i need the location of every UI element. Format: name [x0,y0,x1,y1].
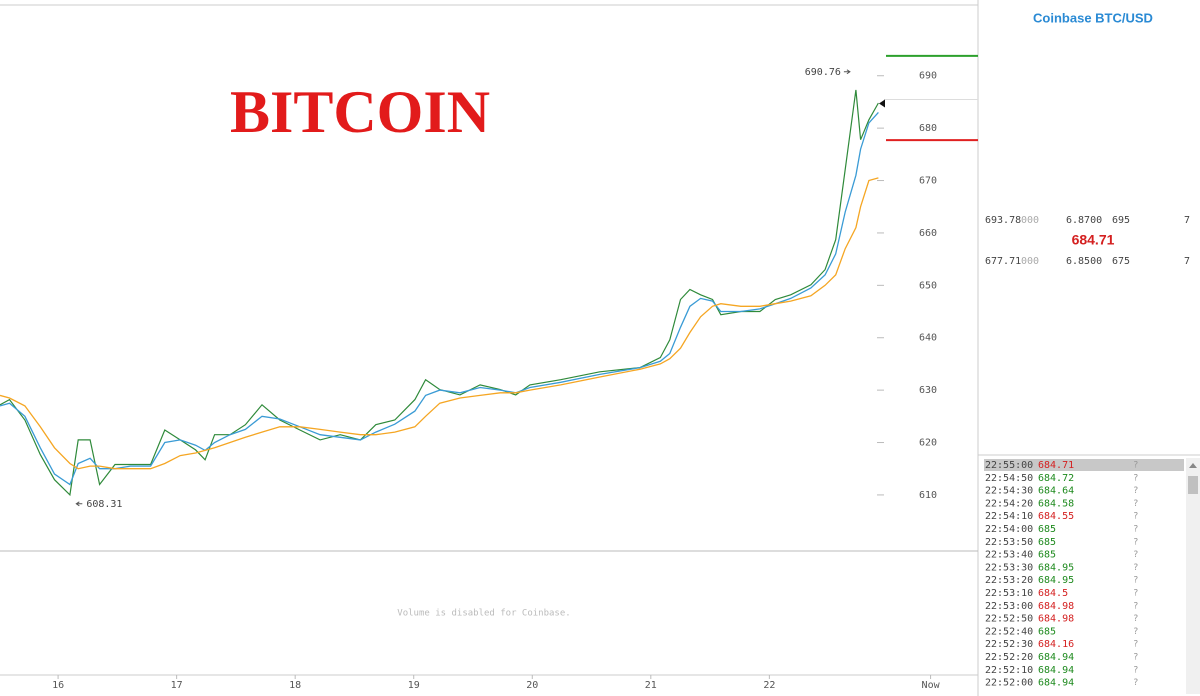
trade-time: 22:52:40 [985,626,1033,637]
trade-price: 684.95 [1038,575,1074,586]
trade-price: 684.58 [1038,498,1074,509]
x-tick-label: 16 [52,680,64,691]
y-tick-label: 620 [919,438,937,449]
trade-flag: ? [1133,473,1138,483]
book-amount: 6.8500 [1066,256,1102,267]
trade-price: 684.98 [1038,614,1074,625]
y-tick-label: 660 [919,228,937,239]
annotation-label: 690.76 [805,67,841,78]
trade-flag: ? [1133,627,1138,637]
trade-flag: ? [1133,563,1138,573]
trade-flag: ? [1133,653,1138,663]
book-amount: 6.8700 [1066,215,1102,226]
book-total: 675 [1112,256,1130,267]
trade-flag: ? [1133,589,1138,599]
trade-price: 684.55 [1038,511,1074,522]
book-total: 695 [1112,215,1130,226]
market-title: Coinbase BTC/USD [1033,10,1153,25]
trade-price: 684.71 [1038,460,1074,471]
trade-time: 22:54:20 [985,498,1033,509]
trade-time: 22:54:00 [985,524,1033,535]
x-tick-label: Now [922,680,941,691]
last-price-marker [879,99,885,108]
book-count: 7 [1184,256,1190,267]
trade-price: 685 [1038,537,1056,548]
trade-time: 22:54:50 [985,473,1033,484]
trade-flag: ? [1133,537,1138,547]
scroll-up-arrow[interactable] [1189,463,1197,468]
trade-time: 22:53:00 [985,601,1033,612]
y-tick-label: 690 [919,71,937,82]
annotation-label: 608.31 [86,499,122,510]
trade-flag: ? [1133,461,1138,471]
trade-time: 22:52:10 [985,665,1033,676]
x-tick-label: 17 [171,680,183,691]
trade-time: 22:52:30 [985,639,1033,650]
trade-time: 22:53:30 [985,562,1033,573]
trade-flag: ? [1133,512,1138,522]
book-price: 677.71 [985,256,1021,267]
trade-price: 684.98 [1038,601,1074,612]
x-tick-label: 19 [408,680,420,691]
trade-price: 684.94 [1038,652,1074,663]
trade-time: 22:53:20 [985,575,1033,586]
trade-time: 22:53:50 [985,537,1033,548]
trade-flag: ? [1133,486,1138,496]
moving-average [0,111,879,486]
x-tick-label: 18 [289,680,301,691]
selected-trade-row [984,459,1184,471]
trade-price: 684.95 [1038,562,1074,573]
scrollbar-thumb[interactable] [1188,476,1198,494]
trade-flag: ? [1133,499,1138,509]
trade-time: 22:53:10 [985,588,1033,599]
trade-price: 684.64 [1038,486,1074,497]
y-tick-label: 640 [919,333,937,344]
x-tick-label: 20 [526,680,538,691]
trade-time: 22:52:00 [985,678,1033,689]
trade-time: 22:54:30 [985,486,1033,497]
trade-flag: ? [1133,614,1138,624]
trade-flag: ? [1133,525,1138,535]
trade-time: 22:52:20 [985,652,1033,663]
last-price: 684.71 [1072,232,1115,248]
moving-average [0,177,879,470]
y-tick-label: 680 [919,123,937,134]
y-tick-label: 610 [919,490,937,501]
trade-price: 684.16 [1038,639,1074,650]
x-tick-label: 21 [645,680,657,691]
book-price-digits: 000 [1021,215,1039,226]
trade-flag: ? [1133,678,1138,688]
x-tick-label: 22 [763,680,775,691]
trade-price: 684.5 [1038,588,1068,599]
trade-time: 22:52:50 [985,614,1033,625]
trade-time: 22:54:10 [985,511,1033,522]
price-line [0,89,879,497]
trade-price: 684.72 [1038,473,1074,484]
trade-time: 22:53:40 [985,550,1033,561]
annotation-arrow [75,501,83,507]
y-tick-label: 670 [919,176,937,187]
trade-time: 22:55:00 [985,460,1033,471]
trade-price: 685 [1038,524,1056,535]
trade-flag: ? [1133,550,1138,560]
book-price: 693.78 [985,215,1021,226]
trade-price: 684.94 [1038,678,1074,689]
trade-flag: ? [1133,640,1138,650]
scrollbar[interactable] [1186,458,1200,694]
book-price-digits: 000 [1021,256,1039,267]
trade-price: 685 [1038,550,1056,561]
book-count: 7 [1184,215,1190,226]
volume-note: Volume is disabled for Coinbase. [397,609,570,619]
trade-price: 685 [1038,626,1056,637]
headline: BITCOIN [230,79,490,145]
trade-flag: ? [1133,665,1138,675]
annotation-arrow [843,69,851,75]
trade-price: 684.94 [1038,665,1074,676]
y-tick-label: 630 [919,385,937,396]
trade-flag: ? [1133,576,1138,586]
y-tick-label: 650 [919,280,937,291]
trade-flag: ? [1133,601,1138,611]
